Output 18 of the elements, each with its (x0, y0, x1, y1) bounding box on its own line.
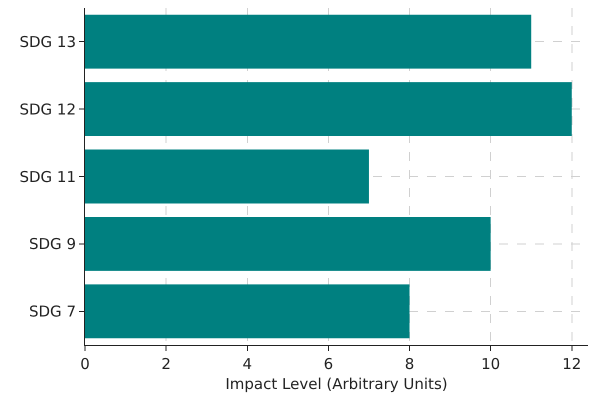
x-tick-label: 2 (161, 355, 171, 373)
x-tick-label: 10 (481, 355, 500, 373)
x-axis-title: Impact Level (Arbitrary Units) (225, 375, 448, 393)
x-tick-label: 4 (242, 355, 252, 373)
bar (85, 14, 532, 69)
y-tick-label: SDG 12 (19, 100, 76, 118)
x-tick-label: 0 (80, 355, 90, 373)
bar (85, 284, 410, 338)
bar (85, 82, 572, 136)
y-tick-label: SDG 9 (28, 235, 76, 254)
y-tick-label: SDG 11 (19, 168, 76, 186)
y-tick-label: SDG 13 (19, 32, 76, 51)
x-tick-label: 6 (324, 355, 334, 373)
bar (85, 216, 491, 271)
x-tick-label: 12 (562, 355, 582, 373)
y-tick-label: SDG 7 (28, 302, 76, 321)
bar (85, 150, 369, 204)
x-tick-label: 8 (404, 355, 414, 373)
